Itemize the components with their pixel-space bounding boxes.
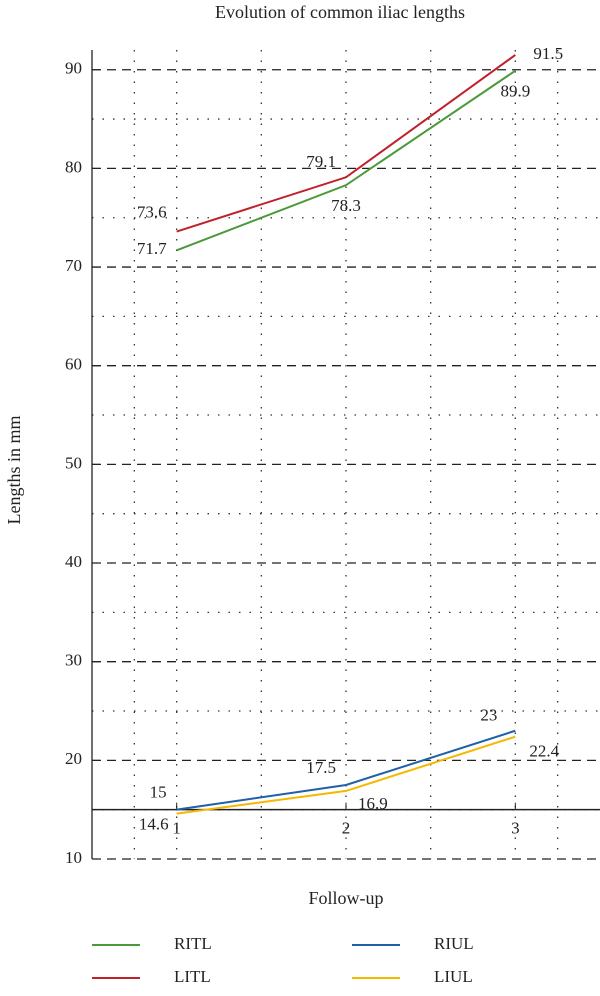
data-label: 71.7 — [137, 239, 167, 258]
data-label: 15 — [150, 783, 167, 802]
chart-title: Evolution of common iliac lengths — [215, 2, 465, 22]
x-tick-label: 3 — [511, 819, 520, 838]
x-tick-label: 1 — [172, 819, 181, 838]
data-label: 78.3 — [331, 196, 361, 215]
y-tick-label: 40 — [65, 552, 82, 571]
y-tick-label: 60 — [65, 355, 82, 374]
y-tick-label: 30 — [65, 651, 82, 670]
data-label: 23 — [480, 706, 497, 725]
data-label: 22.4 — [529, 742, 559, 761]
data-label: 16.9 — [358, 794, 388, 813]
legend-label: LITL — [174, 967, 211, 986]
data-label: 89.9 — [500, 82, 530, 101]
data-label: 73.6 — [137, 202, 167, 221]
data-label: 17.5 — [306, 758, 336, 777]
y-axis-label: Lengths in mm — [4, 416, 24, 525]
y-tick-label: 90 — [65, 59, 82, 78]
data-label: 91.5 — [533, 44, 563, 63]
y-tick-label: 50 — [65, 453, 82, 472]
y-tick-label: 10 — [65, 848, 82, 867]
legend-label: RITL — [174, 934, 212, 953]
line — [176, 69, 516, 252]
y-tick-label: 80 — [65, 157, 82, 176]
y-tick-label: 70 — [65, 256, 82, 275]
line — [176, 729, 516, 811]
line — [176, 735, 516, 815]
data-label: 14.6 — [139, 815, 169, 834]
y-tick-label: 20 — [65, 749, 82, 768]
x-tick-label: 2 — [342, 819, 351, 838]
legend-label: RIUL — [434, 934, 474, 953]
x-axis-label: Follow-up — [308, 888, 383, 908]
data-label: 79.1 — [306, 152, 336, 171]
line — [176, 54, 516, 233]
legend-label: LIUL — [434, 967, 473, 986]
